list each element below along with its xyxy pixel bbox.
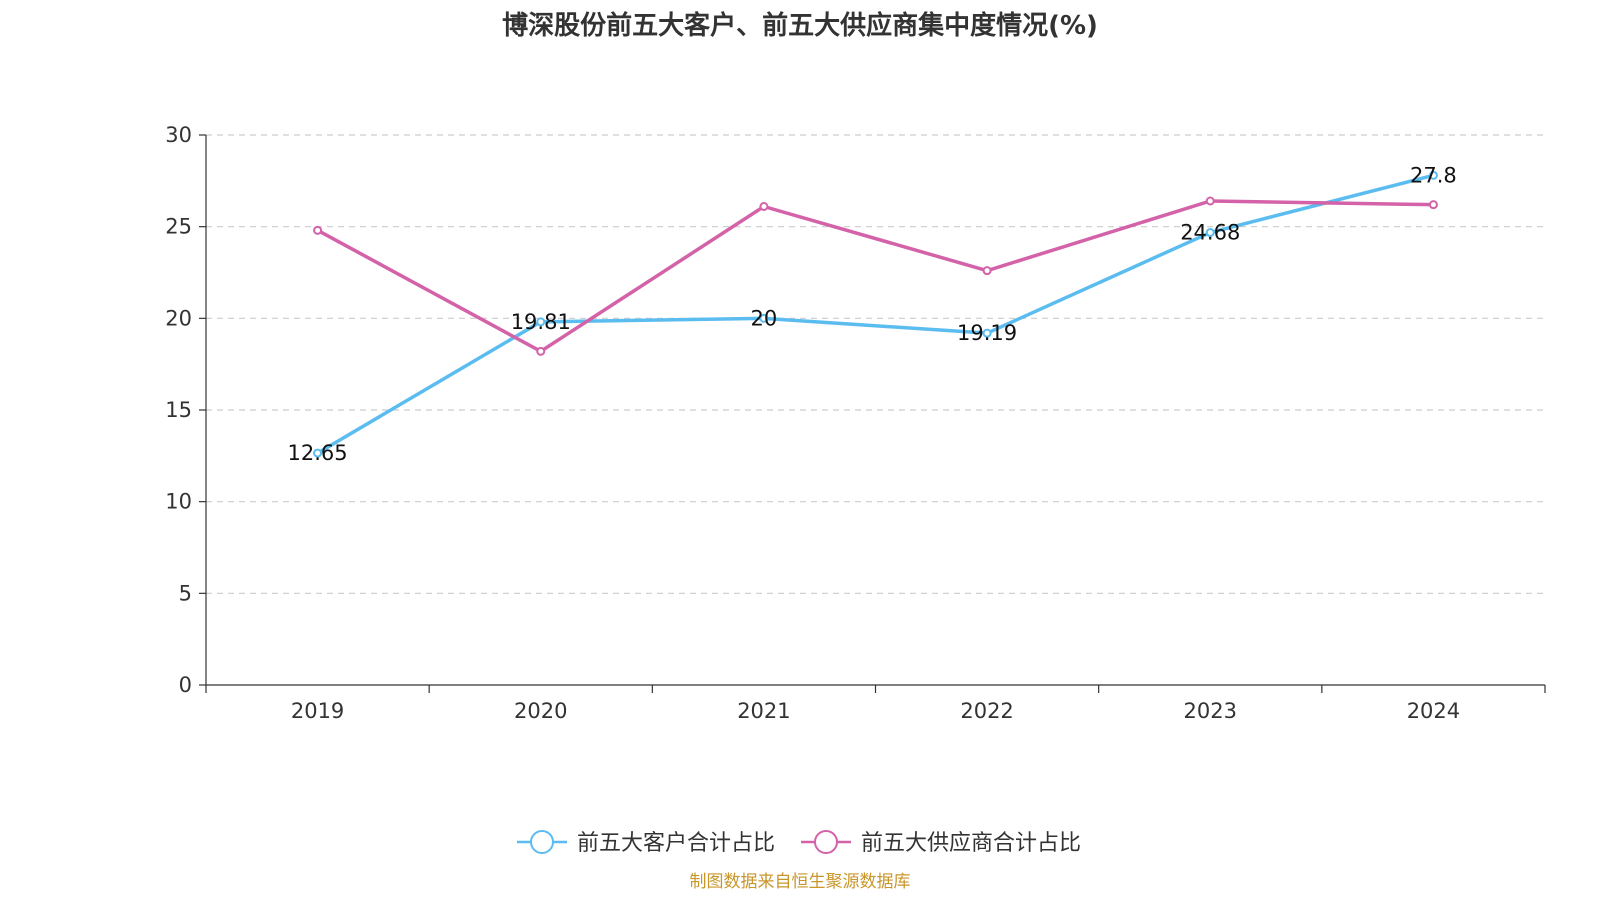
- data-point: [982, 328, 992, 338]
- chart-title: 博深股份前五大客户、前五大供应商集中度情况(%): [502, 10, 1098, 41]
- data-label: 19.19: [957, 321, 1017, 345]
- x-tick-label: 2023: [1184, 699, 1237, 723]
- x-tick-label: 2022: [960, 699, 1013, 723]
- data-label: 24.68: [1180, 221, 1240, 245]
- data-label: 12.65: [288, 441, 348, 465]
- data-point: [1428, 170, 1438, 180]
- legend-circle-icon: [530, 830, 554, 854]
- legend-label: 前五大客户合计占比: [577, 831, 775, 856]
- data-point: [1205, 196, 1215, 206]
- data-point: [536, 317, 546, 327]
- y-tick-label: 10: [165, 490, 192, 514]
- data-label: 20: [751, 306, 778, 330]
- data-point: [1205, 228, 1215, 238]
- series-line: [316, 173, 1434, 455]
- series-lines: [313, 170, 1438, 458]
- x-tick-label: 2020: [514, 699, 567, 723]
- legend[interactable]: 前五大客户合计占比 前五大供应商合计占比: [517, 830, 1081, 856]
- series-line: [316, 199, 1434, 354]
- axes: 0 5 10 15 20 25 30 2019 2020 2021 2022 2023 2024: [165, 123, 1546, 723]
- legend-item[interactable]: 前五大供应商合计占比: [801, 830, 1081, 856]
- data-point: [1428, 200, 1438, 210]
- x-tick-label: 2024: [1407, 699, 1460, 723]
- grid-lines: [206, 134, 1545, 594]
- data-point: [313, 448, 323, 458]
- data-label: 27.8: [1410, 163, 1457, 187]
- data-point: [536, 346, 546, 356]
- data-point: [313, 225, 323, 235]
- x-tick-label: 2019: [291, 699, 344, 723]
- y-tick-label: 0: [179, 673, 192, 697]
- data-point: [982, 266, 992, 276]
- legend-label: 前五大供应商合计占比: [861, 831, 1081, 856]
- data-labels: 12.65 19.81 20 19.19 24.68 27.8: [288, 163, 1457, 465]
- y-tick-label: 25: [165, 215, 192, 239]
- y-tick-label: 15: [165, 398, 192, 422]
- y-tick-label: 20: [165, 306, 192, 330]
- data-point: [759, 313, 769, 323]
- x-tick-label: 2021: [737, 699, 790, 723]
- legend-circle-icon: [814, 830, 838, 854]
- legend-item[interactable]: 前五大客户合计占比: [517, 830, 775, 856]
- data-label: 19.81: [511, 310, 571, 334]
- data-point: [759, 202, 769, 211]
- y-tick-label: 5: [179, 581, 192, 605]
- source-note: 制图数据来自恒生聚源数据库: [690, 872, 911, 892]
- y-tick-label: 30: [165, 123, 192, 147]
